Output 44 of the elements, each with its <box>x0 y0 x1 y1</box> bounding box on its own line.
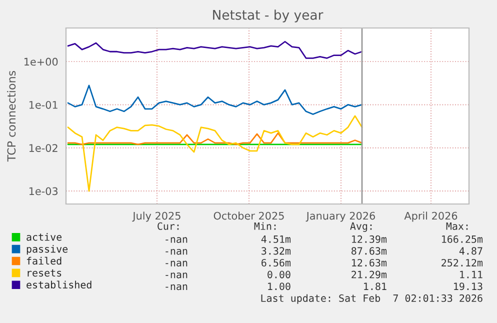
line-series <box>67 115 363 192</box>
y-tick-label: 1e-02 <box>29 144 58 152</box>
x-tick-label: April 2026 <box>404 212 458 222</box>
text: 252.12m <box>442 258 483 267</box>
y-tick-label: 1e-01 <box>29 100 58 109</box>
x-tick-label: January 2026 <box>306 212 375 222</box>
text: Avg: <box>350 222 372 232</box>
text: -nan <box>166 284 188 290</box>
text: -nan <box>166 237 188 243</box>
legend-label: resets <box>28 269 62 277</box>
text: 12.63m <box>352 258 387 267</box>
text: 21.29m <box>352 270 387 278</box>
text: 19.13 <box>454 282 482 290</box>
y-tick-label: 1e+00 <box>24 58 58 66</box>
text: 166.25m <box>442 235 483 243</box>
text: -nan <box>166 260 188 267</box>
line-series <box>67 132 363 146</box>
text: Max: <box>446 222 468 230</box>
chart-title: Netstat - by year <box>213 10 324 22</box>
x-tick-label: July 2025 <box>132 212 180 222</box>
text: 0.00 <box>268 270 290 278</box>
text: 12.39m <box>352 235 387 243</box>
text: Min: <box>254 222 276 230</box>
text: 4.87 <box>459 247 482 255</box>
text: 1.00 <box>268 282 290 290</box>
x-tick-label: October 2025 <box>214 212 284 220</box>
legend-label: active <box>26 233 62 241</box>
legend-label: established <box>26 280 92 289</box>
text: 87.63m <box>352 247 387 255</box>
text: 4.51m <box>261 235 291 243</box>
text: Last update: Sat Feb 7 02:01:33 2026 <box>261 294 482 304</box>
text: 3.32m <box>262 247 291 255</box>
y-tick-label: 1e-03 <box>29 187 58 196</box>
line-series <box>67 40 363 59</box>
y-axis-title: TCP connections <box>7 70 16 162</box>
legend-label: passive <box>26 244 68 255</box>
text: 1.11 <box>460 270 482 278</box>
text: 1.81 <box>364 282 386 290</box>
text: 6.56m <box>262 258 291 267</box>
text: Cur: <box>158 222 179 230</box>
legend-label: failed <box>26 256 62 265</box>
line-series <box>67 84 363 115</box>
text: -nan <box>166 272 188 278</box>
text: -nan <box>166 248 188 255</box>
